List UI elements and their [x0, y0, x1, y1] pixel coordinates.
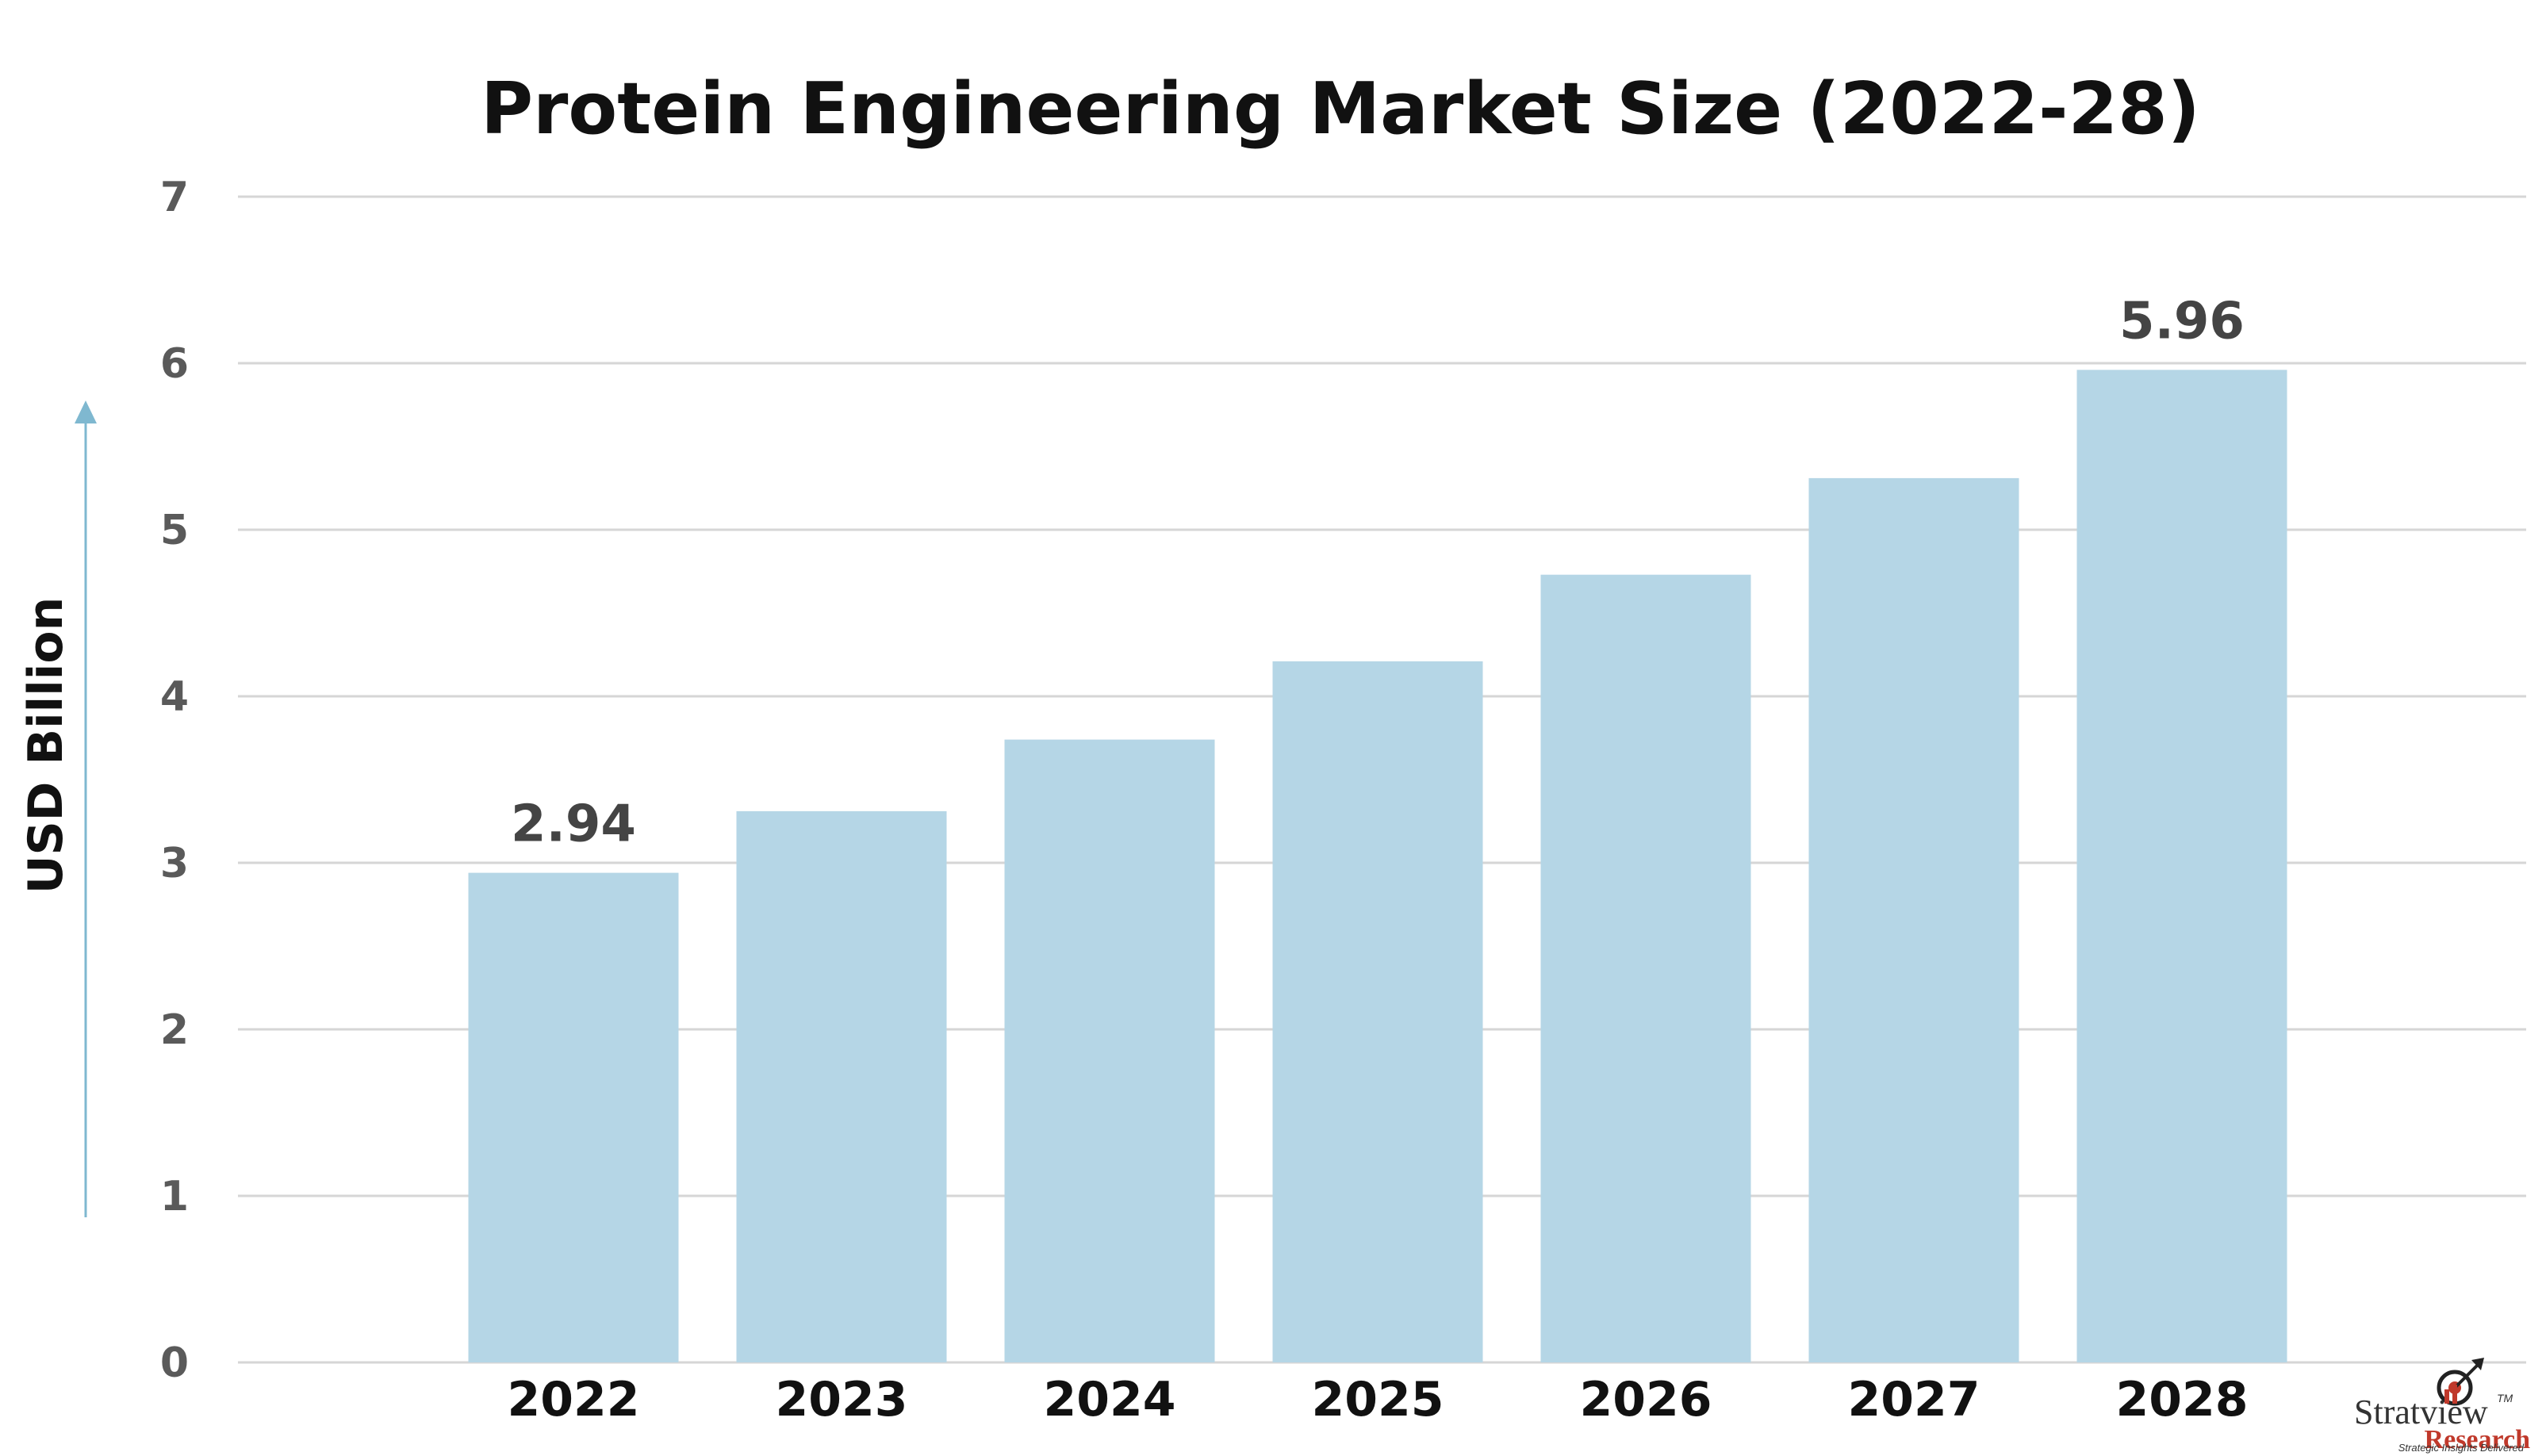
- brand-sub: Research: [2425, 1425, 2531, 1454]
- y-tick-label: 7: [160, 174, 189, 221]
- bars: [468, 370, 2287, 1362]
- y-tick-labels: 0 1 2 3 4 5 6 7: [160, 174, 189, 1387]
- y-axis-arrow-head: [75, 400, 97, 423]
- x-tick-label: 2024: [1044, 1372, 1176, 1427]
- bar: [1004, 739, 1215, 1362]
- brand-tagline: Strategic Insights Delivered: [2398, 1442, 2524, 1454]
- x-tick-label: 2027: [1848, 1372, 1980, 1427]
- bar: [1808, 477, 2019, 1362]
- data-label: 2.94: [511, 795, 636, 854]
- bar: [2076, 370, 2287, 1362]
- y-axis-label: USD Billion: [18, 597, 74, 895]
- x-tick-label: 2023: [776, 1372, 908, 1427]
- bar: [736, 810, 947, 1362]
- y-tick-label: 0: [160, 1339, 189, 1387]
- brand-logo-icon: [2437, 1358, 2484, 1406]
- x-tick-label: 2028: [2116, 1372, 2249, 1427]
- y-tick-label: 6: [160, 340, 189, 388]
- brand-logo: Stratview TM Research: [2354, 1358, 2530, 1454]
- brand-name: Stratview: [2354, 1393, 2488, 1431]
- chart-title: Protein Engineering Market Size (2022-28…: [481, 67, 2200, 151]
- bar: [1272, 661, 1483, 1362]
- bar: [468, 872, 679, 1362]
- x-tick-label: 2025: [1312, 1372, 1444, 1427]
- data-labels: 2.94 5.96: [511, 292, 2245, 853]
- x-tick-labels: 2022 2023 2024 2025 2026 2027 2028: [508, 1372, 2249, 1427]
- brand-trademark: TM: [2497, 1392, 2513, 1404]
- y-tick-label: 3: [160, 840, 189, 887]
- x-tick-label: 2022: [508, 1372, 640, 1427]
- x-tick-label: 2026: [1580, 1372, 1712, 1427]
- y-tick-label: 1: [160, 1173, 189, 1220]
- data-label: 5.96: [2119, 292, 2245, 351]
- bar: [1540, 574, 1751, 1362]
- y-tick-label: 2: [160, 1006, 189, 1054]
- y-tick-label: 4: [160, 673, 189, 721]
- y-tick-label: 5: [160, 507, 189, 554]
